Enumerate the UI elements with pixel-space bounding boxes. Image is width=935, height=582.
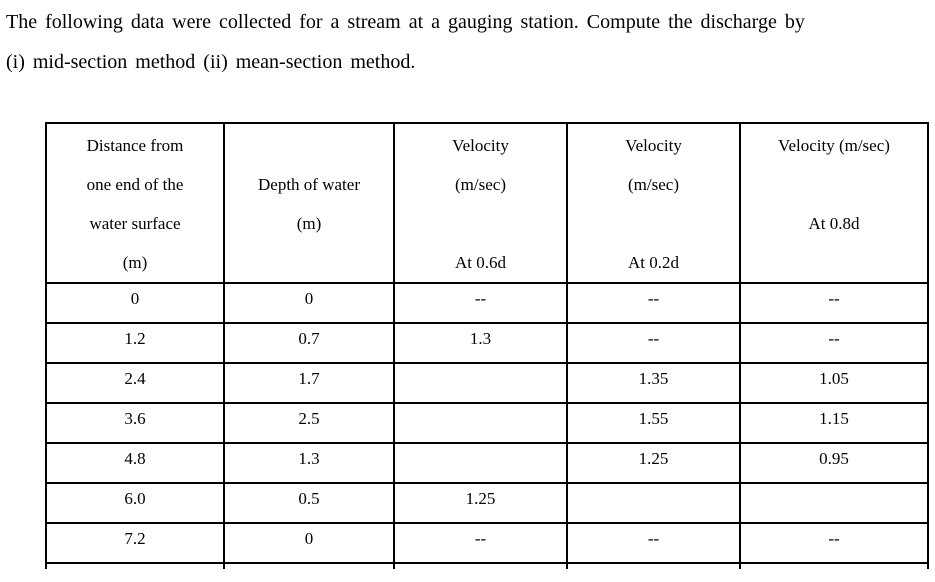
header-line: Velocity (m/sec) xyxy=(778,136,890,155)
table-row: 4.8 1.3 1.25 0.95 xyxy=(45,442,929,484)
table-row: 1.2 0.7 1.3 -- -- xyxy=(45,322,929,364)
cell-depth: 1.7 xyxy=(223,362,395,404)
header-line: (m/sec) xyxy=(455,175,506,194)
header-line: (m) xyxy=(122,253,148,272)
cell-velocity-0-6d xyxy=(393,362,568,404)
problem-statement: The following data were collected for a … xyxy=(6,2,805,82)
cell-velocity-0-8d xyxy=(739,482,929,524)
cell-velocity-0-8d: -- xyxy=(739,282,929,324)
cell-velocity-0-2d: 1.35 xyxy=(566,362,741,404)
cell-velocity-0-8d: 1.05 xyxy=(739,362,929,404)
table-row: 6.0 0.5 1.25 xyxy=(45,482,929,524)
clipped-cell xyxy=(223,562,395,569)
header-line: (m/sec) xyxy=(628,175,679,194)
clipped-cell xyxy=(45,562,225,569)
table-row: 7.2 0 -- -- -- xyxy=(45,522,929,564)
table-clipped-row xyxy=(45,562,929,569)
header-line: Distance from xyxy=(86,136,184,155)
cell-depth: 0 xyxy=(223,282,395,324)
header-line: At 0.2d xyxy=(628,253,679,272)
clipped-cell xyxy=(739,562,929,569)
table-header-row: Distance from one end of the water surfa… xyxy=(45,122,929,284)
header-line: (m) xyxy=(296,214,322,233)
header-line xyxy=(741,165,927,204)
table-row: 3.6 2.5 1.55 1.15 xyxy=(45,402,929,444)
cell-velocity-0-8d: 1.15 xyxy=(739,402,929,444)
cell-velocity-0-6d: 1.3 xyxy=(393,322,568,364)
problem-line-2: (i) mid-section method (ii) mean-section… xyxy=(6,51,416,73)
cell-velocity-0-6d: -- xyxy=(393,282,568,324)
header-line xyxy=(741,243,927,282)
cell-velocity-0-2d xyxy=(566,482,741,524)
cell-distance: 1.2 xyxy=(45,322,225,364)
stream-gauging-data-table: Distance from one end of the water surfa… xyxy=(45,122,929,569)
cell-depth: 0.5 xyxy=(223,482,395,524)
cell-velocity-0-6d xyxy=(393,442,568,484)
cell-depth: 2.5 xyxy=(223,402,395,444)
cell-distance: 4.8 xyxy=(45,442,225,484)
cell-velocity-0-8d: 0.95 xyxy=(739,442,929,484)
col-header-velocity-0-6d: Velocity (m/sec) At 0.6d xyxy=(393,122,568,284)
table-row: 0 0 -- -- -- xyxy=(45,282,929,324)
header-line xyxy=(225,126,393,165)
cell-velocity-0-8d: -- xyxy=(739,322,929,364)
cell-depth: 0 xyxy=(223,522,395,564)
cell-distance: 2.4 xyxy=(45,362,225,404)
header-line: Depth of water xyxy=(258,175,360,194)
cell-velocity-0-2d: -- xyxy=(566,282,741,324)
header-line xyxy=(225,243,393,282)
cell-velocity-0-2d: -- xyxy=(566,322,741,364)
col-header-velocity-0-2d: Velocity (m/sec) At 0.2d xyxy=(566,122,741,284)
cell-velocity-0-2d: 1.55 xyxy=(566,402,741,444)
cell-velocity-0-6d xyxy=(393,402,568,444)
cell-distance: 7.2 xyxy=(45,522,225,564)
cell-velocity-0-2d: 1.25 xyxy=(566,442,741,484)
cell-velocity-0-6d: -- xyxy=(393,522,568,564)
table-row: 2.4 1.7 1.35 1.05 xyxy=(45,362,929,404)
cell-distance: 0 xyxy=(45,282,225,324)
cell-distance: 6.0 xyxy=(45,482,225,524)
cell-velocity-0-8d: -- xyxy=(739,522,929,564)
cell-velocity-0-6d: 1.25 xyxy=(393,482,568,524)
clipped-cell xyxy=(566,562,741,569)
header-line xyxy=(568,204,739,243)
cell-distance: 3.6 xyxy=(45,402,225,444)
col-header-depth: Depth of water (m) xyxy=(223,122,395,284)
cell-depth: 1.3 xyxy=(223,442,395,484)
clipped-cell xyxy=(393,562,568,569)
header-line: At 0.8d xyxy=(808,214,860,233)
header-line: one end of the xyxy=(86,175,184,194)
col-header-velocity-0-8d: Velocity (m/sec) At 0.8d xyxy=(739,122,929,284)
problem-line-1: The following data were collected for a … xyxy=(6,11,805,33)
header-line: Velocity xyxy=(452,136,509,155)
cell-depth: 0.7 xyxy=(223,322,395,364)
header-line: At 0.6d xyxy=(455,253,506,272)
cell-velocity-0-2d: -- xyxy=(566,522,741,564)
col-header-distance: Distance from one end of the water surfa… xyxy=(45,122,225,284)
header-line xyxy=(395,204,566,243)
header-line: water surface xyxy=(89,214,181,233)
header-line: Velocity xyxy=(625,136,682,155)
